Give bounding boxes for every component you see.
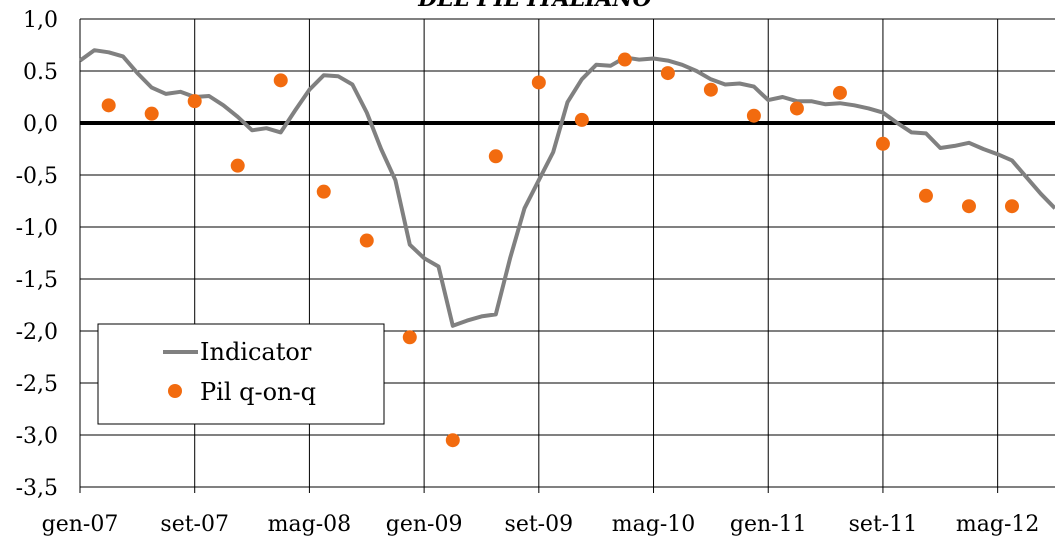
data-point-pil <box>446 433 460 447</box>
y-tick-label: 0,0 <box>23 112 58 137</box>
data-point-pil <box>618 53 632 67</box>
legend-label-pil: Pil q-on-q <box>200 378 316 406</box>
data-point-pil <box>231 159 245 173</box>
data-point-pil <box>532 75 546 89</box>
data-point-pil <box>790 101 804 115</box>
x-tick-label: mag-10 <box>612 512 696 537</box>
data-point-pil <box>876 137 890 151</box>
x-tick-label: gen-09 <box>386 512 463 537</box>
x-tick-label: set-11 <box>849 512 918 537</box>
data-point-pil <box>661 66 675 80</box>
data-point-pil <box>403 330 417 344</box>
data-point-pil <box>747 109 761 123</box>
data-point-pil <box>575 113 589 127</box>
y-tick-label: 1,0 <box>23 8 58 33</box>
y-tick-label: -3,0 <box>16 424 58 449</box>
y-tick-label: -0,5 <box>16 164 58 189</box>
data-point-pil <box>1005 199 1019 213</box>
data-point-pil <box>919 189 933 203</box>
y-tick-label: -1,5 <box>16 268 58 293</box>
data-point-pil <box>145 107 159 121</box>
x-tick-label: set-07 <box>160 512 229 537</box>
data-point-pil <box>360 234 374 248</box>
legend: Indicator Pil q-on-q <box>98 324 384 424</box>
y-tick-label: -2,0 <box>16 320 58 345</box>
x-tick-label: mag-08 <box>268 512 352 537</box>
y-tick-label: -3,5 <box>16 476 58 501</box>
legend-label-indicator: Indicator <box>200 338 312 366</box>
x-tick-label: set-09 <box>505 512 574 537</box>
y-tick-label: -2,5 <box>16 372 58 397</box>
series-line-indicator <box>80 50 1055 326</box>
data-point-pil <box>317 185 331 199</box>
chart-title: DEL PIL ITALIANO <box>417 0 652 12</box>
legend-swatch-pil <box>168 384 182 398</box>
y-tick-label: -1,0 <box>16 216 58 241</box>
data-point-pil <box>962 199 976 213</box>
x-tick-label: mag-12 <box>956 512 1040 537</box>
y-tick-label: 0.5 <box>23 60 58 85</box>
data-point-pil <box>188 94 202 108</box>
x-tick-label: gen-11 <box>730 512 807 537</box>
data-point-pil <box>102 98 116 112</box>
data-point-pil <box>704 83 718 97</box>
x-tick-label: gen-07 <box>42 512 119 537</box>
data-point-pil <box>489 149 503 163</box>
data-point-pil <box>274 73 288 87</box>
data-point-pil <box>833 86 847 100</box>
